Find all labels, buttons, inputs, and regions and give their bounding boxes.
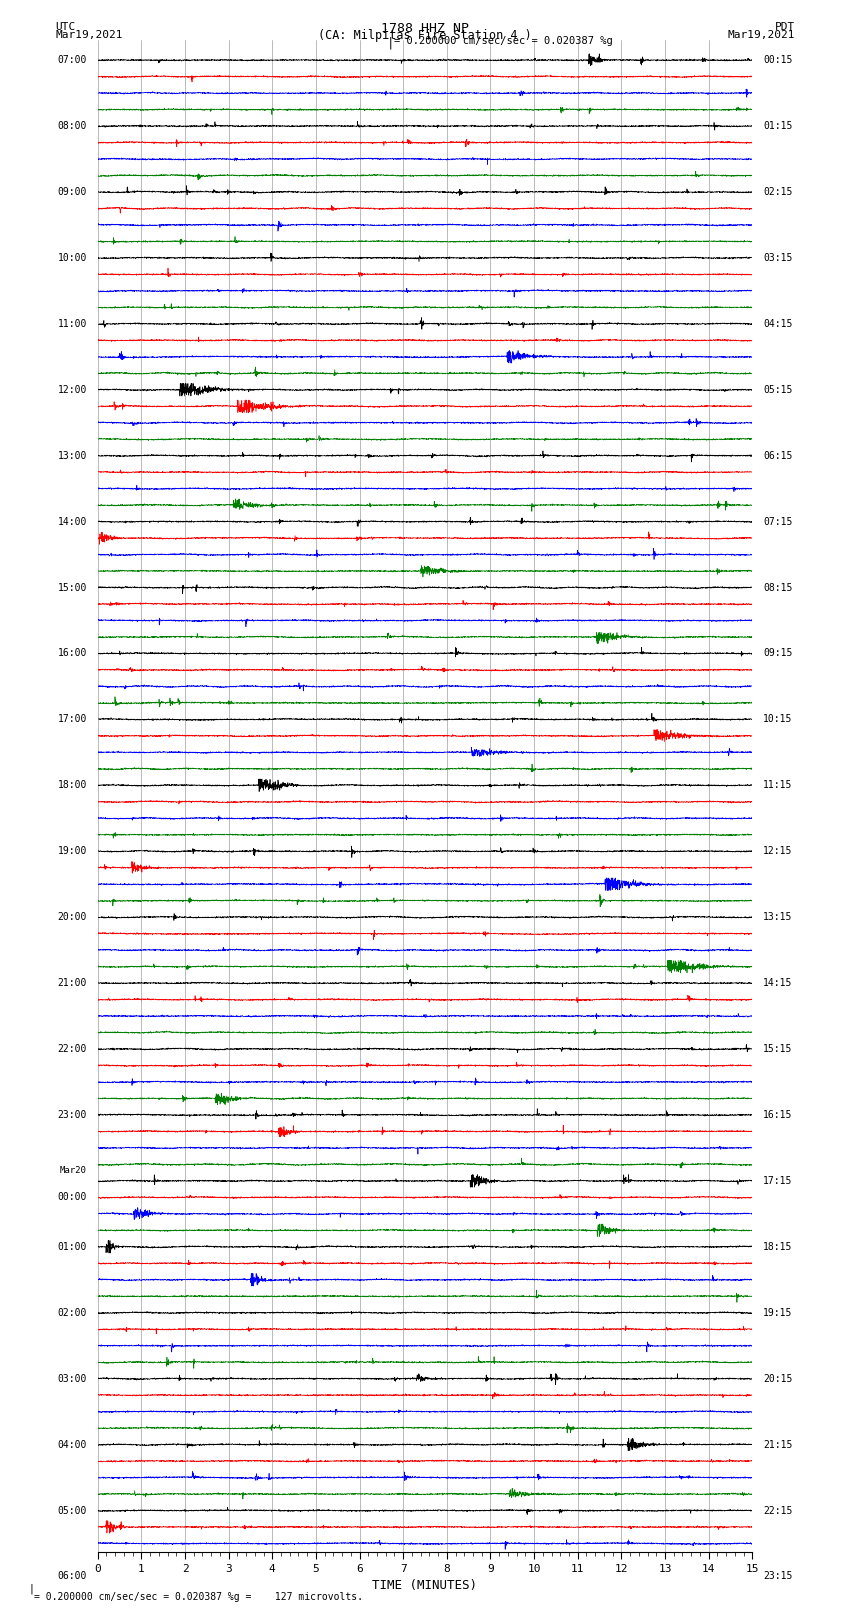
Text: 06:15: 06:15 — [763, 450, 792, 461]
Text: 16:00: 16:00 — [58, 648, 87, 658]
Text: 06:00: 06:00 — [58, 1571, 87, 1581]
Text: 21:15: 21:15 — [763, 1439, 792, 1450]
Text: 08:00: 08:00 — [58, 121, 87, 131]
Text: 20:15: 20:15 — [763, 1374, 792, 1384]
Text: |: | — [387, 37, 394, 50]
Text: = 0.200000 cm/sec/sec = 0.020387 %g =    127 microvolts.: = 0.200000 cm/sec/sec = 0.020387 %g = 12… — [34, 1592, 363, 1602]
Text: 17:15: 17:15 — [763, 1176, 792, 1186]
Text: 13:15: 13:15 — [763, 913, 792, 923]
Text: 01:00: 01:00 — [58, 1242, 87, 1252]
Text: UTC: UTC — [55, 23, 76, 32]
Text: 16:15: 16:15 — [763, 1110, 792, 1119]
Text: 18:00: 18:00 — [58, 781, 87, 790]
Text: 02:00: 02:00 — [58, 1308, 87, 1318]
Text: 21:00: 21:00 — [58, 977, 87, 989]
Text: 22:00: 22:00 — [58, 1044, 87, 1053]
Text: 13:00: 13:00 — [58, 450, 87, 461]
Text: 23:15: 23:15 — [763, 1571, 792, 1581]
Text: Mar19,2021: Mar19,2021 — [728, 31, 795, 40]
Text: 19:15: 19:15 — [763, 1308, 792, 1318]
Text: 14:00: 14:00 — [58, 516, 87, 526]
Text: 17:00: 17:00 — [58, 715, 87, 724]
Text: 22:15: 22:15 — [763, 1505, 792, 1516]
Text: 19:00: 19:00 — [58, 847, 87, 857]
Text: 03:00: 03:00 — [58, 1374, 87, 1384]
Text: (CA: Milpitas Fire Station 4 ): (CA: Milpitas Fire Station 4 ) — [318, 29, 532, 42]
Text: 1788 HHZ NP: 1788 HHZ NP — [381, 23, 469, 35]
Text: 05:15: 05:15 — [763, 386, 792, 395]
Text: 18:15: 18:15 — [763, 1242, 792, 1252]
Text: 11:00: 11:00 — [58, 319, 87, 329]
Text: |: | — [29, 1584, 35, 1594]
Text: PDT: PDT — [774, 23, 795, 32]
Text: 14:15: 14:15 — [763, 977, 792, 989]
Text: 00:00: 00:00 — [58, 1192, 87, 1202]
Text: 09:15: 09:15 — [763, 648, 792, 658]
Text: 12:15: 12:15 — [763, 847, 792, 857]
Text: 02:15: 02:15 — [763, 187, 792, 197]
Text: 08:15: 08:15 — [763, 582, 792, 592]
Text: 01:15: 01:15 — [763, 121, 792, 131]
Text: 07:00: 07:00 — [58, 55, 87, 65]
Text: 15:00: 15:00 — [58, 582, 87, 592]
Text: 12:00: 12:00 — [58, 386, 87, 395]
Text: Mar20: Mar20 — [60, 1166, 87, 1174]
Text: 04:00: 04:00 — [58, 1439, 87, 1450]
Text: 20:00: 20:00 — [58, 913, 87, 923]
Text: 09:00: 09:00 — [58, 187, 87, 197]
Text: 10:15: 10:15 — [763, 715, 792, 724]
Text: 11:15: 11:15 — [763, 781, 792, 790]
Text: Mar19,2021: Mar19,2021 — [55, 31, 122, 40]
Text: 07:15: 07:15 — [763, 516, 792, 526]
Text: 23:00: 23:00 — [58, 1110, 87, 1119]
Text: 04:15: 04:15 — [763, 319, 792, 329]
Text: = 0.200000 cm/sec/sec = 0.020387 %g: = 0.200000 cm/sec/sec = 0.020387 %g — [394, 37, 612, 47]
X-axis label: TIME (MINUTES): TIME (MINUTES) — [372, 1579, 478, 1592]
Text: 03:15: 03:15 — [763, 253, 792, 263]
Text: 00:15: 00:15 — [763, 55, 792, 65]
Text: 15:15: 15:15 — [763, 1044, 792, 1053]
Text: 05:00: 05:00 — [58, 1505, 87, 1516]
Text: 10:00: 10:00 — [58, 253, 87, 263]
